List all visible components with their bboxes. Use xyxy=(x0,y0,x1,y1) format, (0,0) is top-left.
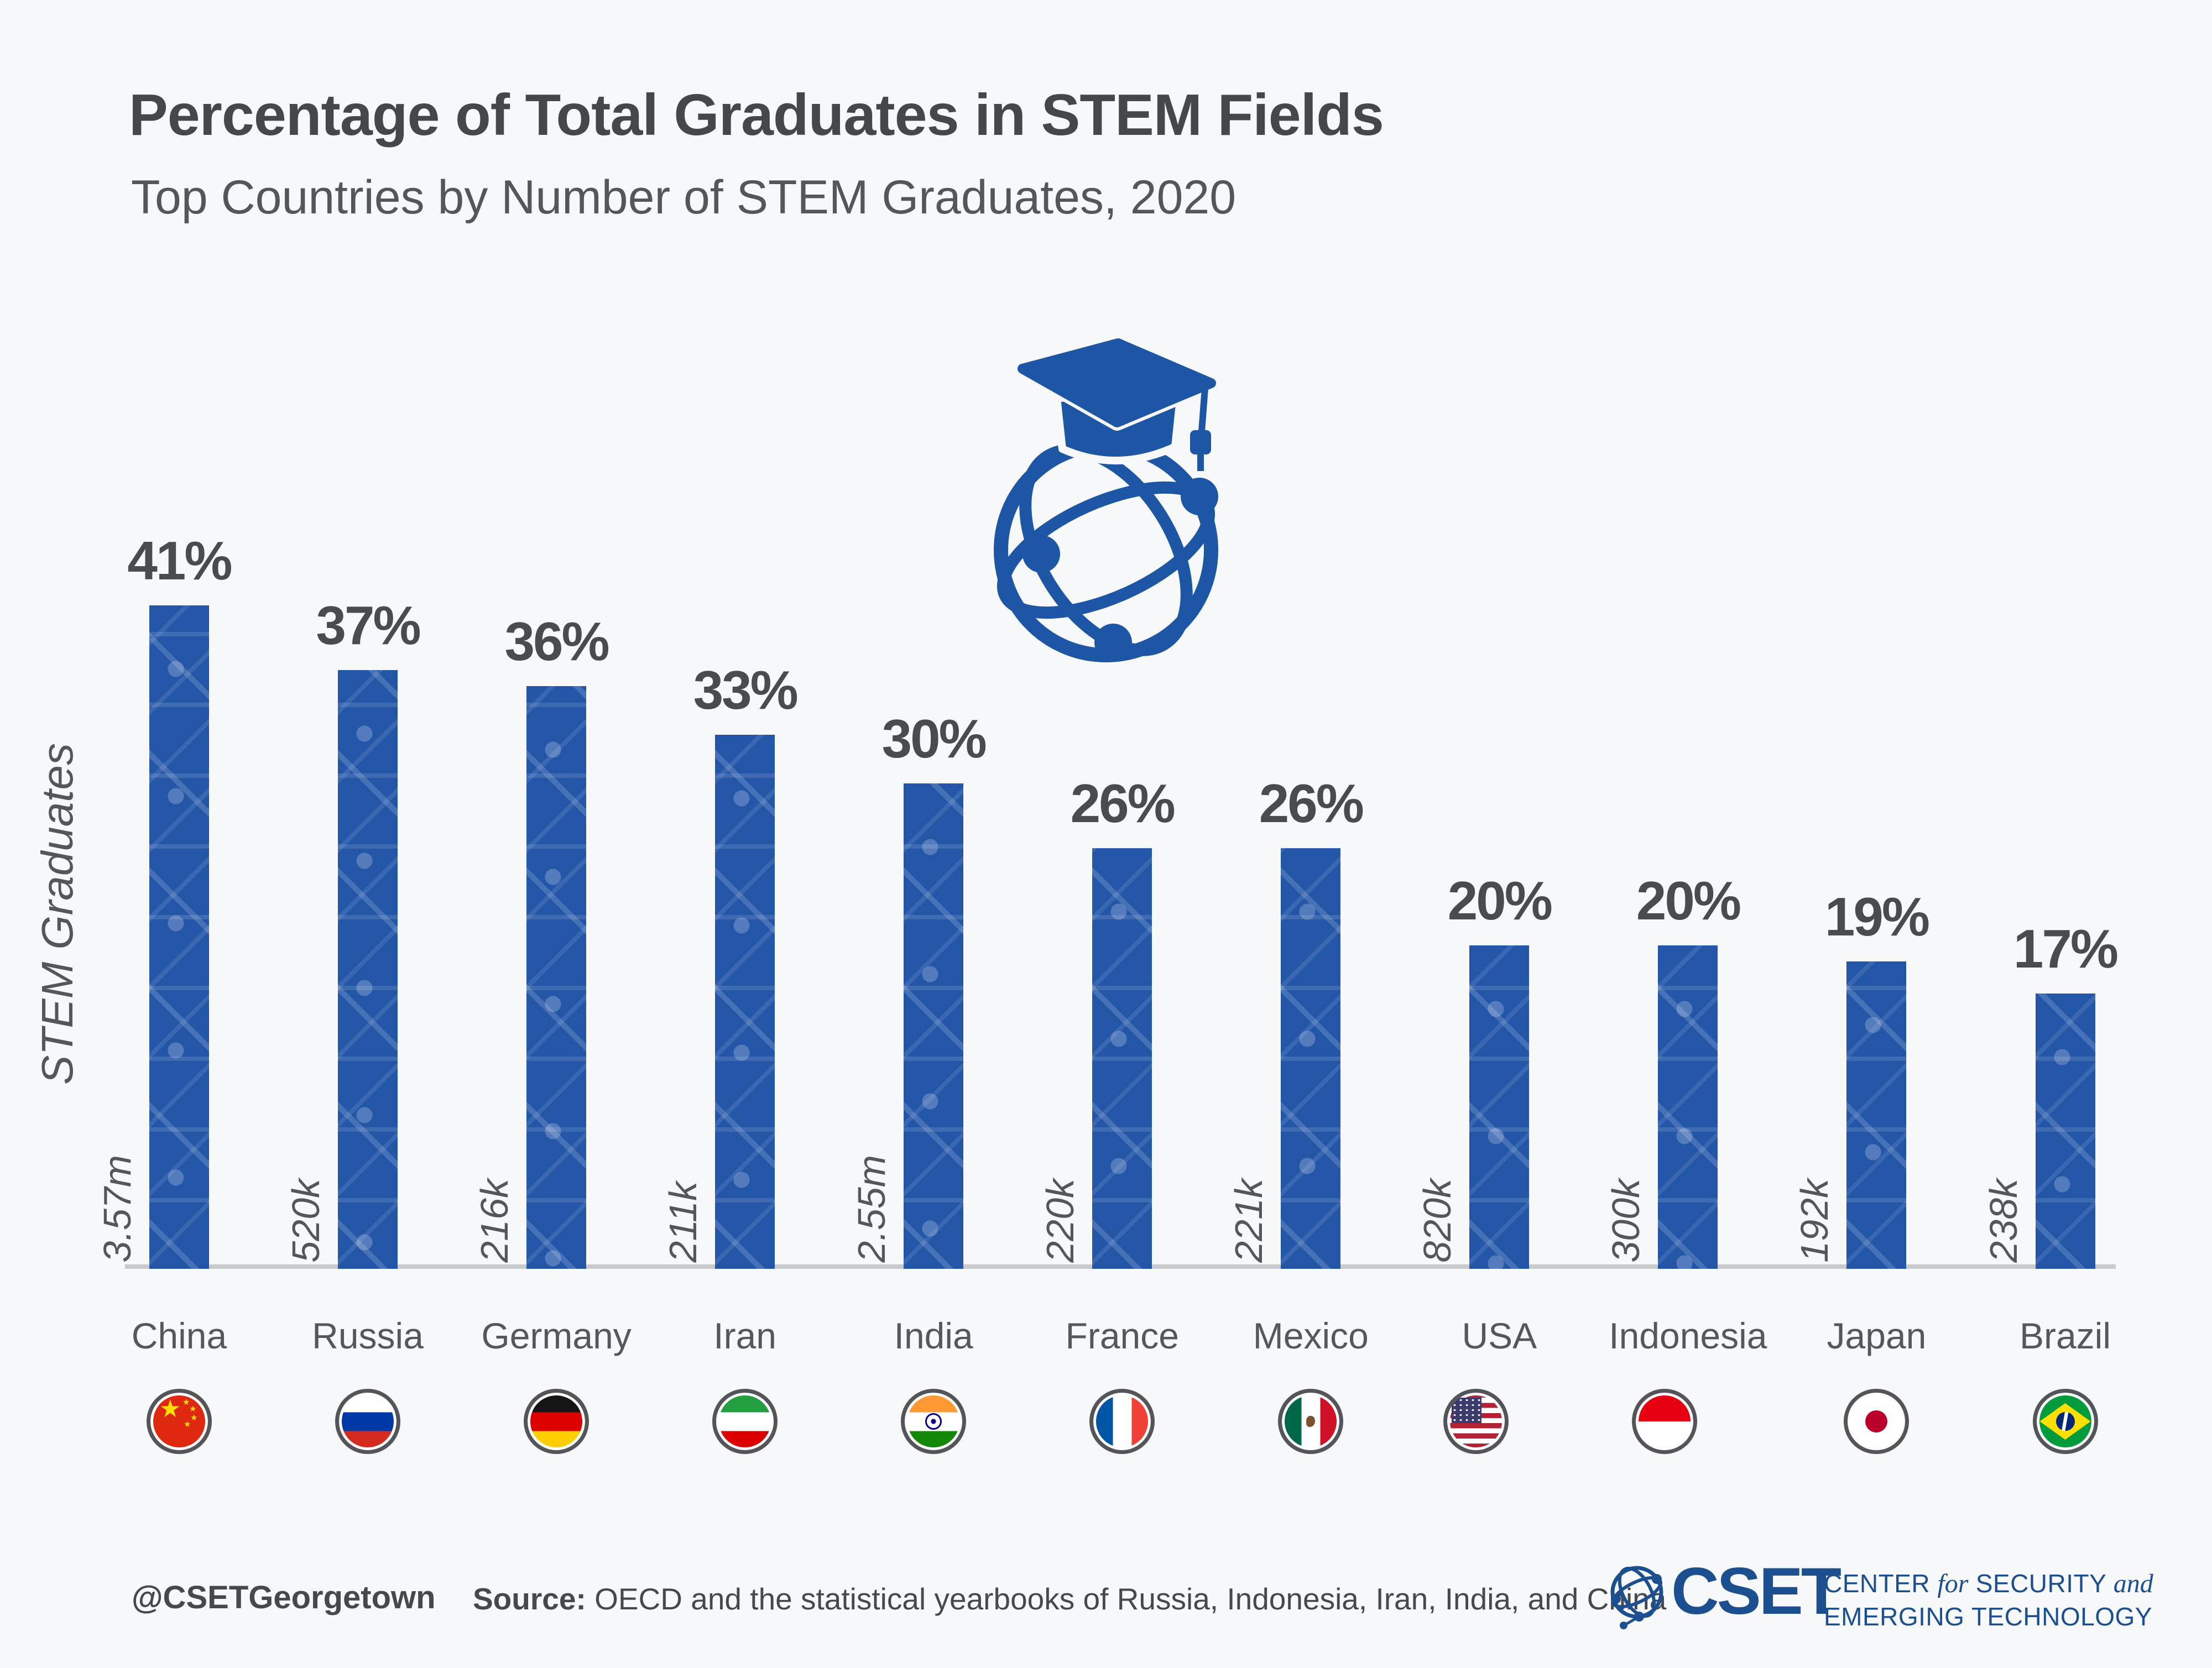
country-label: France xyxy=(1065,1315,1179,1356)
china-star: ★ xyxy=(189,1404,197,1414)
country-label: Japan xyxy=(1827,1315,1927,1356)
bar-count-label: 221k xyxy=(1227,1179,1271,1263)
bar-france xyxy=(1092,848,1152,1269)
bar-count-label: 211k xyxy=(661,1181,705,1263)
bar-count-label: 3.57m xyxy=(96,1155,139,1263)
page-title: Percentage of Total Graduates in STEM Fi… xyxy=(129,82,1384,148)
country-label: Indonesia xyxy=(1609,1315,1767,1356)
country-label: Russia xyxy=(312,1315,424,1356)
bar-count-label: 300k xyxy=(1604,1179,1648,1263)
iran-flag-icon xyxy=(712,1389,778,1454)
france-flag-icon xyxy=(1089,1389,1155,1454)
bar-count-label: 220k xyxy=(1039,1179,1082,1263)
bar-value-label: 30% xyxy=(881,708,987,769)
bar-value-label: 20% xyxy=(1636,870,1741,931)
germany-flag-icon xyxy=(524,1389,589,1454)
bar-count-label: 520k xyxy=(284,1179,328,1263)
bar-japan xyxy=(1846,961,1907,1269)
bar-indonesia xyxy=(1658,945,1718,1269)
cset-logo-line1: CENTER for SECURITY and xyxy=(1824,1569,2153,1598)
bar-value-label: 26% xyxy=(1259,772,1364,834)
mexico-flag-icon xyxy=(1278,1389,1344,1454)
bar-germany xyxy=(526,686,587,1269)
country-label: India xyxy=(894,1315,973,1356)
cset-logo-name: CENTER for SECURITY and EMERGING TECHNOL… xyxy=(1824,1567,2153,1633)
usa-flag-icon xyxy=(1443,1389,1509,1454)
bar-value-label: 20% xyxy=(1447,870,1553,931)
bar-value-label: 41% xyxy=(127,530,232,591)
page-subtitle: Top Countries by Number of STEM Graduate… xyxy=(131,171,1237,224)
cset-logo-acronym: CSET xyxy=(1671,1554,1841,1628)
cset-logo-globe-icon xyxy=(1610,1566,1663,1629)
country-label: Iran xyxy=(713,1315,777,1356)
bar-india xyxy=(904,783,964,1269)
bar-value-label: 19% xyxy=(1824,886,1930,947)
japan-flag-icon xyxy=(1844,1389,1910,1454)
bar-usa xyxy=(1469,945,1530,1269)
bar-value-label: 37% xyxy=(316,595,421,656)
bar-count-label: 192k xyxy=(1793,1179,1837,1263)
bar-russia xyxy=(338,670,398,1269)
country-label: China xyxy=(131,1315,227,1356)
country-label: USA xyxy=(1462,1315,1537,1356)
india-flag-icon xyxy=(901,1389,967,1454)
source-label: Source: xyxy=(473,1582,586,1616)
country-label: Brazil xyxy=(2019,1315,2111,1356)
bar-value-label: 17% xyxy=(2013,918,2119,980)
source-text: OECD and the statistical yearbooks of Ru… xyxy=(594,1582,1667,1616)
bar-value-label: 36% xyxy=(504,611,610,672)
bar-iran xyxy=(715,735,775,1269)
bar-value-label: 26% xyxy=(1070,772,1176,834)
russia-flag-icon xyxy=(335,1389,401,1454)
bar-brazil xyxy=(2035,994,2095,1269)
indonesia-flag-icon xyxy=(1632,1389,1698,1454)
country-label: Germany xyxy=(481,1315,632,1356)
bar-count-label: 238k xyxy=(1981,1179,2025,1263)
china-flag-icon: ★ ★ ★ ★ ★ xyxy=(147,1389,212,1454)
bar-count-label: 2.55m xyxy=(850,1155,894,1263)
china-star: ★ xyxy=(190,1413,198,1423)
country-label: Mexico xyxy=(1253,1315,1369,1356)
bar-value-label: 33% xyxy=(693,660,799,721)
social-handle: @CSETGeorgetown xyxy=(132,1580,436,1615)
cset-logo-line2: EMERGING TECHNOLOGY xyxy=(1824,1602,2152,1632)
bar-mexico xyxy=(1281,848,1341,1269)
china-star: ★ xyxy=(182,1398,190,1407)
china-star: ★ xyxy=(184,1420,191,1429)
source-note: Source: OECD and the statistical yearboo… xyxy=(473,1581,1666,1617)
globe-graduation-cap-icon xyxy=(994,335,1219,662)
bar-china xyxy=(149,605,209,1269)
brazil-flag-icon xyxy=(2032,1389,2098,1454)
bar-count-label: 216k xyxy=(473,1179,517,1263)
bar-count-label: 820k xyxy=(1416,1179,1459,1263)
china-star: ★ xyxy=(159,1395,181,1423)
